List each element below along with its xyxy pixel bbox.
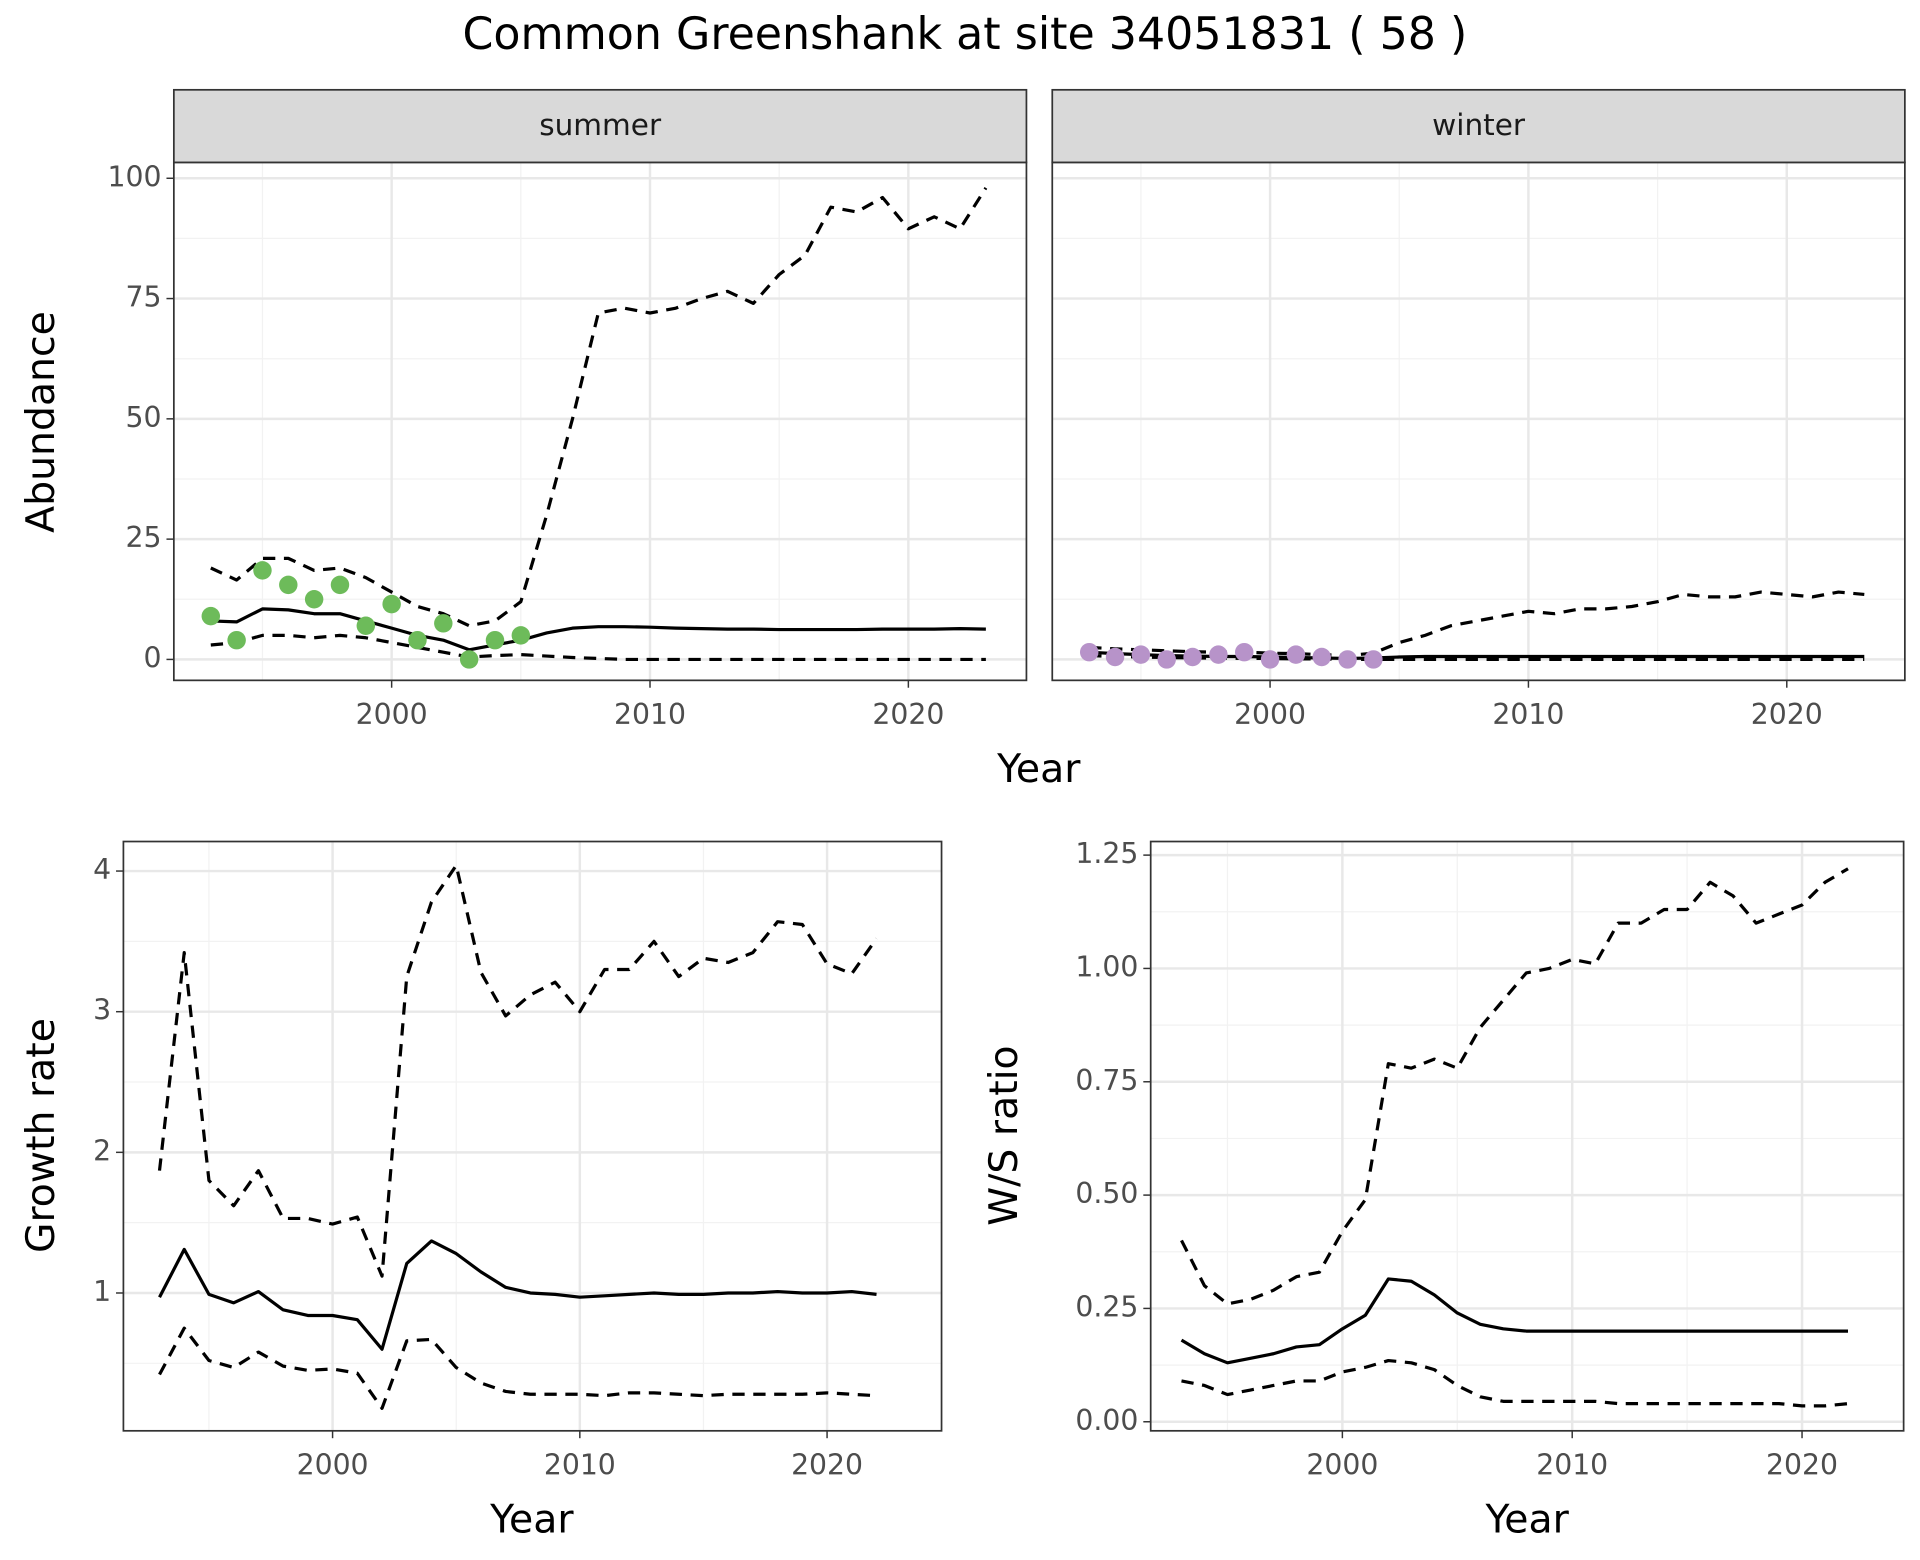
- x-tick-label: 2010: [1492, 698, 1564, 731]
- data-point: [1286, 645, 1306, 664]
- line-series: [1180, 867, 1849, 1306]
- x-tick-label: 2000: [297, 1448, 369, 1481]
- x-tick-label: 2020: [872, 698, 944, 731]
- facet-strip: [1051, 88, 1906, 164]
- data-point: [1209, 645, 1228, 664]
- x-axis-label: Year: [489, 1496, 574, 1542]
- panel-background: [123, 841, 942, 1431]
- y-axis-label: Abundance: [18, 311, 64, 533]
- y-tick-label: 0.50: [1075, 1177, 1138, 1210]
- facet-strip: [172, 88, 1028, 164]
- y-tick-label: 25: [126, 521, 162, 554]
- line-series: [210, 607, 986, 652]
- line-series: [1181, 1358, 1849, 1408]
- y-tick-label: 0.00: [1075, 1404, 1138, 1437]
- line-series: [158, 1326, 877, 1410]
- data-point: [1079, 642, 1099, 662]
- y-tick-label: 100: [108, 160, 162, 193]
- y-axis-label: W/S ratio: [981, 1045, 1027, 1225]
- y-tick-label: 2: [93, 1134, 111, 1167]
- line-series: [1180, 1277, 1849, 1365]
- x-tick-label: 2010: [544, 1448, 616, 1481]
- y-tick-label: 1.25: [1075, 837, 1138, 870]
- x-tick-label: 2020: [1766, 1448, 1838, 1481]
- y-tick-label: 1: [93, 1275, 111, 1308]
- figure-title: Common Greenshank at site 34051831 ( 58 …: [463, 9, 1468, 60]
- y-tick-label: 0.75: [1075, 1064, 1138, 1097]
- panel-border: [122, 840, 943, 1432]
- data-point: [1131, 645, 1151, 664]
- panel-background: [1052, 162, 1905, 681]
- x-tick-label: 2020: [1751, 698, 1823, 731]
- y-axis-label: Growth rate: [18, 1018, 64, 1253]
- x-tick-label: 2010: [1536, 1448, 1608, 1481]
- data-point: [408, 630, 427, 650]
- line-series: [158, 1239, 877, 1351]
- x-axis-label: Year: [996, 746, 1081, 792]
- data-point: [1105, 647, 1125, 667]
- data-point: [1338, 650, 1357, 669]
- data-point: [511, 626, 531, 645]
- x-tick-label: 2000: [356, 698, 428, 731]
- x-tick-label: 2000: [1306, 1448, 1378, 1481]
- y-tick-label: 4: [93, 853, 111, 886]
- y-tick-label: 50: [126, 401, 162, 434]
- y-tick-label: 75: [126, 281, 162, 314]
- x-axis-label: Year: [1484, 1496, 1569, 1542]
- data-point: [1260, 650, 1280, 669]
- line-series: [157, 863, 878, 1278]
- data-point: [1312, 647, 1331, 667]
- data-point: [485, 630, 505, 650]
- y-tick-label: 0: [144, 641, 162, 674]
- y-tick-label: 1.00: [1075, 950, 1138, 983]
- facet-label: summer: [539, 108, 662, 142]
- panel-background: [1150, 841, 1904, 1431]
- data-point: [1364, 650, 1383, 669]
- data-point: [1157, 650, 1176, 669]
- data-point: [459, 650, 479, 669]
- data-point: [382, 594, 401, 614]
- data-point: [279, 575, 298, 595]
- data-point: [356, 616, 376, 635]
- data-point: [201, 606, 221, 626]
- panel-background: [173, 162, 1027, 681]
- data-point: [330, 575, 350, 595]
- line-series: [210, 633, 986, 662]
- x-tick-label: 2020: [791, 1448, 863, 1481]
- data-point: [1235, 642, 1254, 662]
- data-point: [304, 590, 324, 609]
- data-point: [253, 561, 272, 580]
- data-point: [227, 630, 246, 650]
- y-tick-label: 0.25: [1075, 1290, 1138, 1323]
- x-tick-label: 2000: [1234, 698, 1306, 731]
- facet-label: winter: [1432, 108, 1526, 142]
- data-point: [1183, 647, 1202, 667]
- y-tick-label: 3: [93, 994, 111, 1027]
- panel-border: [1149, 840, 1905, 1432]
- data-point: [434, 614, 453, 633]
- x-tick-label: 2010: [614, 698, 686, 731]
